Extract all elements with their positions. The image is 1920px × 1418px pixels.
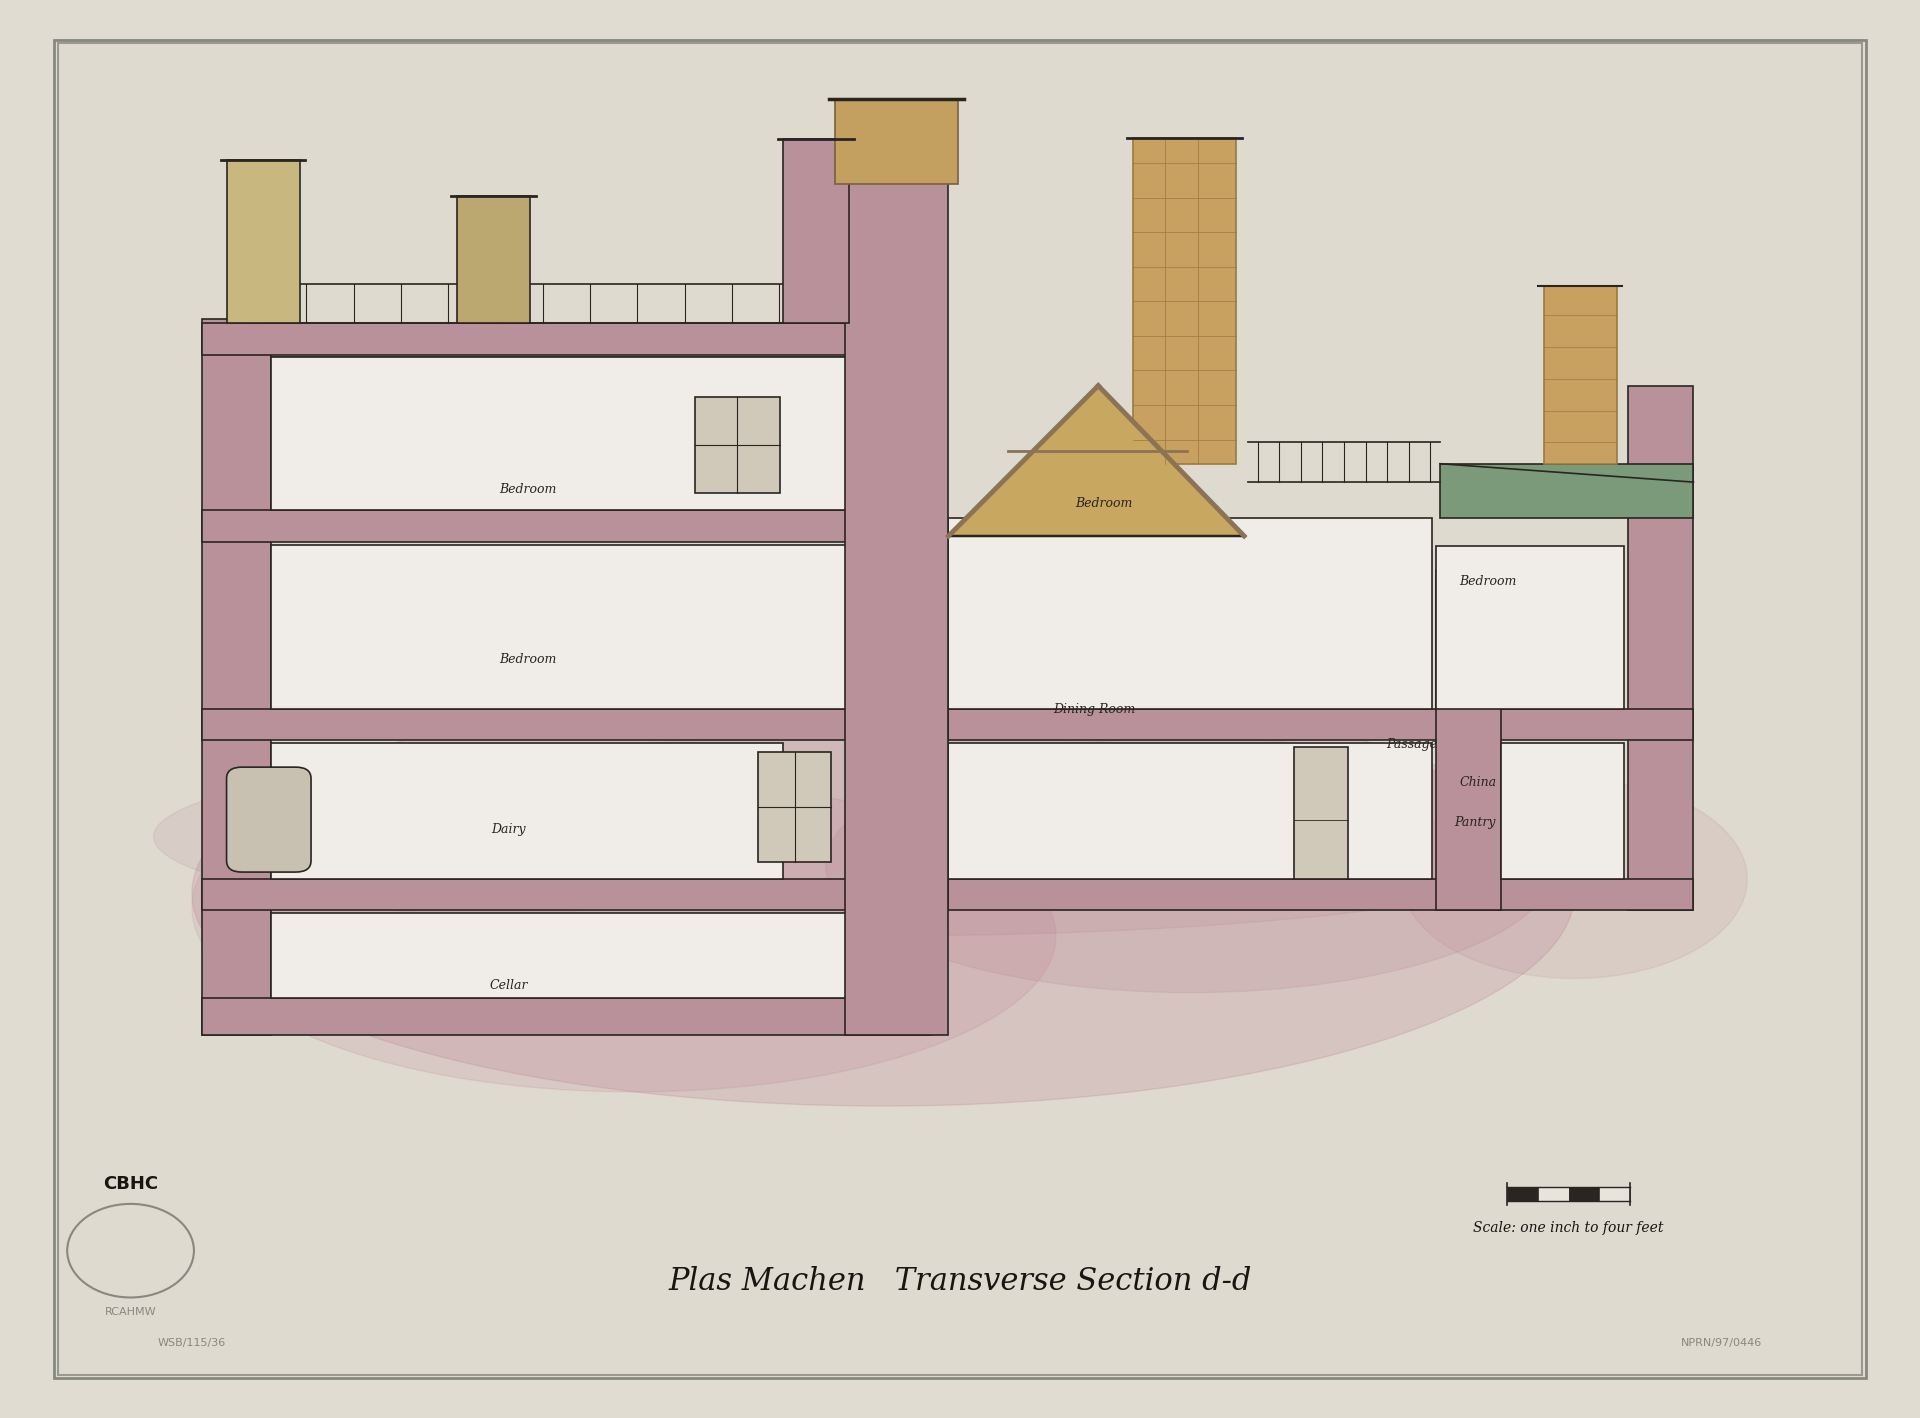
Bar — [948, 743, 1432, 879]
Bar — [864, 354, 929, 910]
Ellipse shape — [154, 737, 1613, 936]
Bar — [835, 99, 958, 184]
Text: Bedroom: Bedroom — [499, 652, 557, 666]
Bar — [948, 709, 1693, 740]
Bar — [1628, 386, 1693, 910]
Circle shape — [67, 1204, 194, 1297]
Text: Bedroom: Bedroom — [1075, 496, 1133, 510]
Bar — [1544, 286, 1617, 464]
Text: Bedroom: Bedroom — [499, 482, 557, 496]
Bar — [948, 518, 1432, 709]
Text: Passage: Passage — [1386, 737, 1436, 752]
Bar — [271, 357, 860, 510]
Text: Dining Room: Dining Room — [1054, 702, 1135, 716]
Bar — [202, 998, 931, 1035]
Bar — [948, 879, 1693, 910]
Bar — [1501, 743, 1624, 879]
Bar — [1436, 546, 1624, 709]
Text: Scale: one inch to four feet: Scale: one inch to four feet — [1473, 1221, 1665, 1235]
Bar — [758, 752, 831, 862]
Text: Pantry: Pantry — [1453, 815, 1496, 830]
Bar — [1569, 1187, 1599, 1201]
Bar — [271, 913, 860, 998]
Bar — [202, 357, 931, 510]
Bar — [202, 323, 931, 354]
Text: NPRN/97/0446: NPRN/97/0446 — [1682, 1337, 1763, 1349]
Text: Plas Machen   Transverse Section d-d: Plas Machen Transverse Section d-d — [668, 1266, 1252, 1297]
Bar — [1436, 570, 1501, 910]
Bar — [202, 709, 931, 740]
Text: Bedroom: Bedroom — [1459, 574, 1517, 588]
Text: WSB/115/36: WSB/115/36 — [157, 1337, 227, 1349]
Ellipse shape — [1402, 780, 1747, 978]
Bar — [202, 510, 931, 542]
Bar — [1507, 1187, 1538, 1201]
Ellipse shape — [211, 780, 1056, 1092]
Text: CBHC: CBHC — [104, 1176, 157, 1193]
Bar — [1133, 138, 1236, 464]
Ellipse shape — [192, 681, 1574, 1106]
Bar — [1294, 747, 1348, 879]
Bar — [227, 160, 300, 323]
FancyBboxPatch shape — [227, 767, 311, 872]
Bar — [1538, 1187, 1569, 1201]
Text: China: China — [1459, 776, 1498, 790]
Bar — [1440, 464, 1693, 518]
Text: RCAHMW: RCAHMW — [106, 1306, 156, 1317]
Bar — [457, 196, 530, 323]
Bar — [271, 545, 860, 709]
Bar — [845, 99, 948, 1035]
Bar — [1599, 1187, 1630, 1201]
Polygon shape — [948, 386, 1244, 536]
Bar — [271, 357, 860, 510]
Bar — [783, 139, 849, 323]
Text: Cellar: Cellar — [490, 978, 528, 993]
Ellipse shape — [826, 737, 1555, 993]
Bar — [202, 879, 931, 910]
Bar — [695, 397, 780, 493]
Ellipse shape — [192, 794, 576, 1021]
Bar — [202, 319, 271, 1035]
Bar — [271, 743, 783, 879]
Text: Dairy: Dairy — [492, 822, 526, 837]
